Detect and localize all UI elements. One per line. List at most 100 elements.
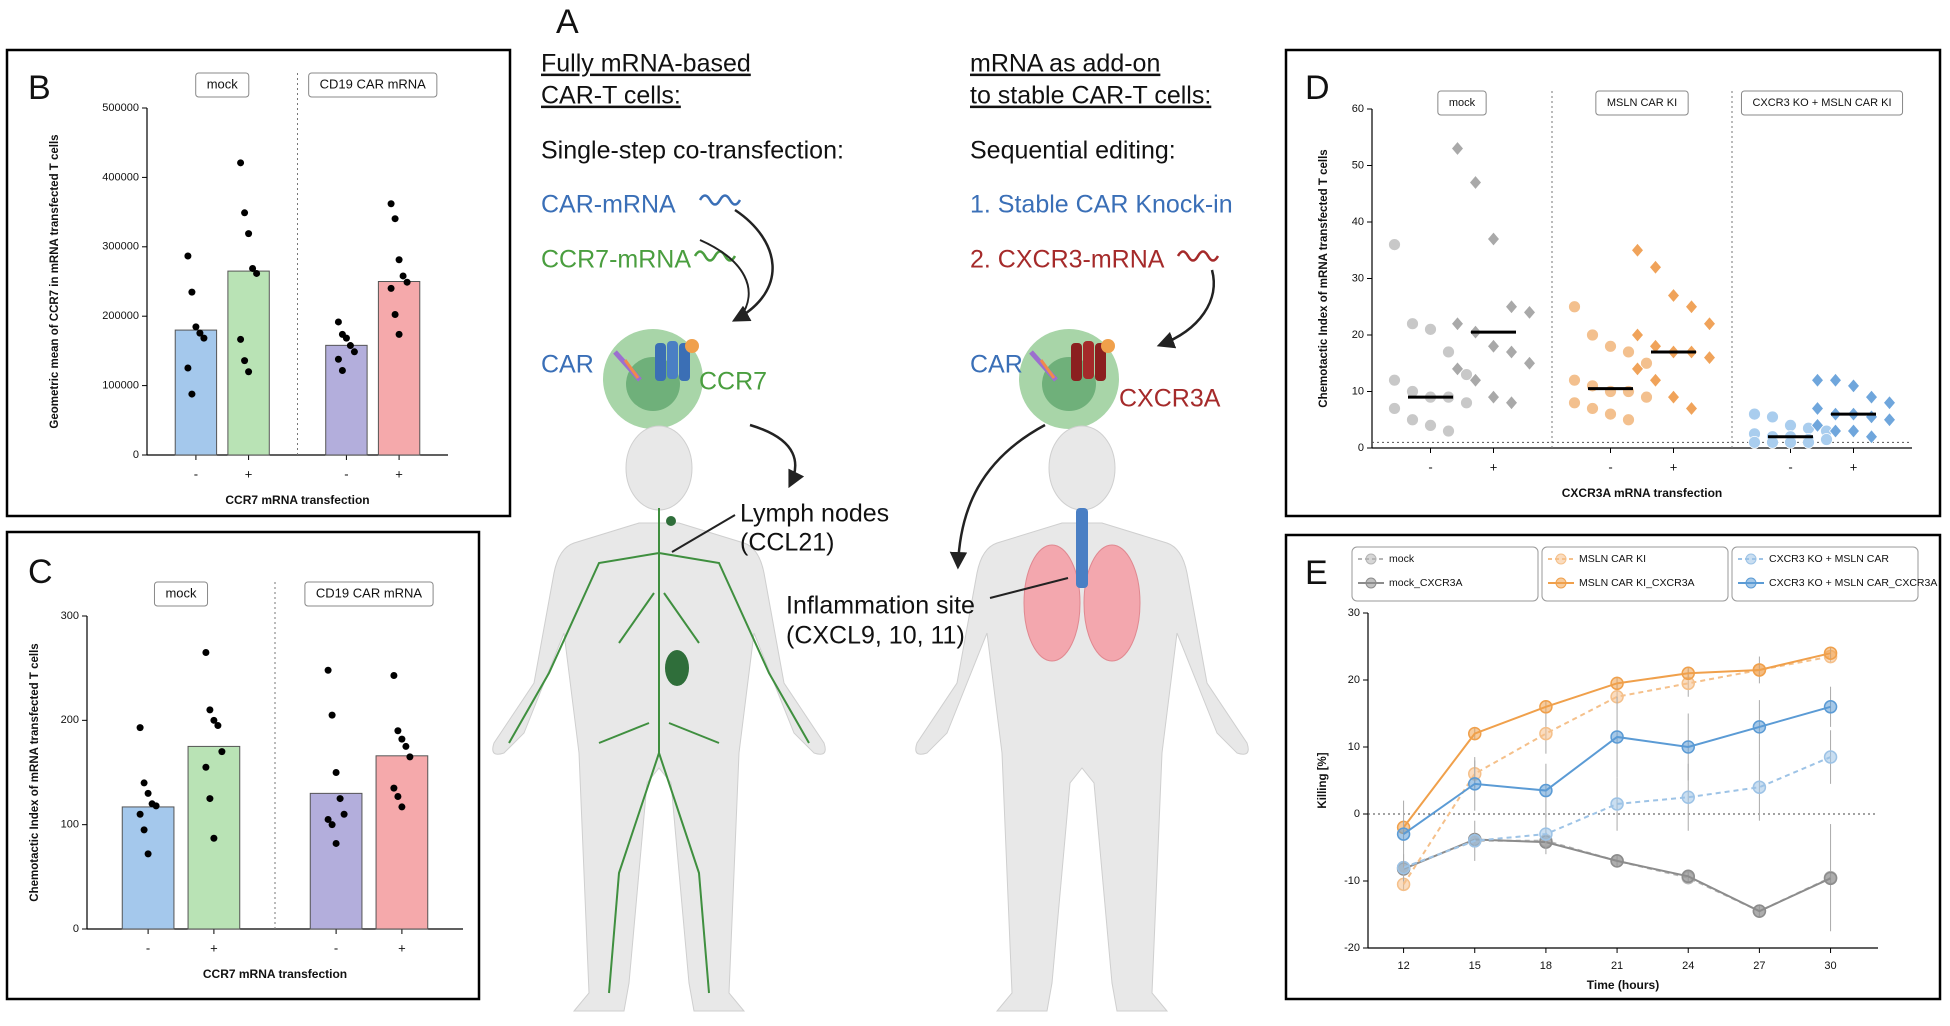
group-label: CD19 CAR mRNA: [316, 585, 423, 600]
y-axis-label: Chemotactic Index of mRNA transfected T …: [1318, 149, 1330, 407]
panel-letter: B: [28, 69, 51, 107]
data-point: [332, 769, 340, 776]
data-point: [1648, 372, 1663, 388]
legend-swatch: [1555, 577, 1567, 589]
y-tick-label: 0: [1358, 442, 1364, 454]
data-point: [1864, 429, 1879, 445]
data-point: [1539, 827, 1553, 841]
legend-label: MSLN CAR KI: [1579, 553, 1646, 565]
data-point: [144, 850, 152, 858]
bar: [227, 270, 270, 456]
data-point: [1748, 407, 1761, 421]
panel-letter: C: [28, 553, 53, 591]
data-point: [241, 357, 249, 365]
data-point: [338, 366, 346, 374]
y-tick-label: 0: [133, 449, 139, 461]
y-tick-label: 40: [1352, 216, 1364, 228]
legend-swatch: [1365, 577, 1377, 589]
arrow: [949, 423, 1046, 570]
data-point: [140, 779, 148, 787]
data-point: [253, 269, 261, 277]
cell-label: CAR: [541, 351, 594, 379]
y-tick-label: 50: [1352, 159, 1364, 171]
y-tick-label: 200: [61, 714, 79, 726]
group-box: [304, 581, 434, 607]
data-point: [210, 716, 218, 724]
legend-label: mock_CXCR3A: [1389, 577, 1463, 589]
data-point: [1504, 299, 1519, 315]
data-point: [214, 722, 222, 730]
data-point: [206, 706, 214, 714]
data-point: [1388, 402, 1401, 415]
data-point: [1622, 413, 1635, 427]
data-point: [402, 742, 410, 750]
legend-swatch: [1365, 553, 1377, 565]
y-tick-label: -10: [1344, 875, 1360, 887]
y-tick-label: -20: [1344, 942, 1360, 954]
data-point: [1684, 400, 1699, 417]
data-point: [1681, 790, 1695, 804]
right-item: 1. Stable CAR Knock-in: [970, 191, 1233, 219]
data-point: [1406, 317, 1419, 331]
y-axis-label: Killing [%]: [1317, 752, 1329, 808]
data-point: [1610, 797, 1624, 811]
data-point: [1752, 904, 1767, 918]
left-item: CCR7-mRNA: [541, 246, 691, 274]
data-point: [218, 748, 226, 756]
data-point: [1681, 869, 1695, 884]
data-point: [328, 821, 336, 829]
legend-swatch: [1555, 553, 1567, 565]
data-point: [1610, 730, 1624, 744]
y-axis-label: Geometric mean of CCR7 in mRNA transfect…: [49, 134, 61, 428]
cell-label: CXCR3A: [1119, 385, 1221, 413]
panel-frame: [5, 48, 512, 518]
cell: [603, 329, 703, 429]
data-point: [1752, 720, 1767, 734]
data-point: [1539, 700, 1553, 714]
left-item: CAR-mRNA: [541, 191, 676, 219]
data-point: [152, 802, 160, 810]
bar: [309, 792, 363, 930]
y-tick-label: 100: [61, 819, 79, 831]
callout-line: [989, 577, 1069, 599]
data-point: [1823, 646, 1838, 660]
data-point: [202, 763, 210, 771]
data-point: [398, 803, 406, 811]
panel-frame: [5, 530, 481, 1001]
mrna-icon: [693, 250, 737, 262]
data-point: [332, 839, 340, 847]
group-label: mock: [165, 585, 197, 600]
x-tick-label: -: [344, 466, 348, 481]
data-point: [324, 666, 332, 674]
cell-label: CCR7: [699, 368, 767, 396]
bar: [174, 329, 218, 456]
data-point: [196, 329, 204, 337]
data-point: [1823, 700, 1838, 714]
data-point: [1784, 418, 1797, 432]
data-point: [1766, 410, 1779, 424]
y-tick-label: 30: [1348, 607, 1360, 619]
data-point: [1460, 396, 1473, 410]
data-point: [334, 355, 342, 363]
x-axis-label: CCR7 mRNA transfection: [203, 967, 347, 981]
legend-swatch: [1745, 577, 1757, 589]
data-point: [188, 288, 196, 296]
data-point: [403, 278, 411, 286]
data-point: [399, 272, 407, 280]
data-point: [140, 826, 148, 834]
data-point: [1504, 344, 1519, 360]
data-point: [324, 815, 332, 823]
data-point: [1468, 372, 1483, 388]
data-point: [1684, 299, 1699, 315]
data-point: [395, 256, 403, 264]
y-tick-label: 500000: [102, 102, 139, 114]
mrna-icon: [698, 194, 742, 206]
data-point: [1846, 423, 1861, 439]
data-point: [1640, 390, 1653, 404]
data-point: [1610, 676, 1624, 691]
data-point: [1396, 827, 1411, 841]
left-title: CAR-T cells:: [541, 82, 681, 110]
arrow: [1156, 269, 1215, 349]
group-box: [1437, 90, 1487, 116]
